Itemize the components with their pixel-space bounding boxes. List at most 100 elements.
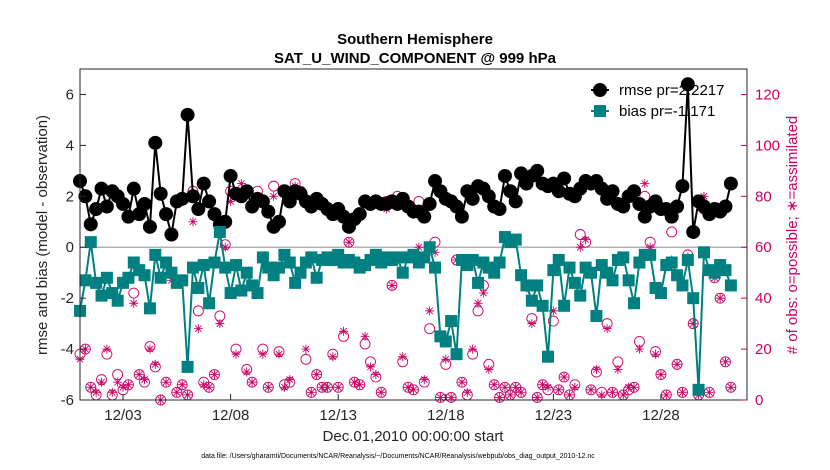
x-axis-label: Dec.01,2010 00:00:00 start bbox=[323, 428, 505, 445]
obs-possible-marker bbox=[558, 371, 570, 383]
obs-assimilated-marker bbox=[355, 380, 365, 390]
obs-possible-marker bbox=[311, 369, 323, 380]
rmse-marker bbox=[686, 224, 701, 239]
obs-possible-marker bbox=[677, 386, 688, 398]
obs-assimilated-marker bbox=[543, 382, 553, 392]
rmse-marker bbox=[530, 163, 545, 178]
obs-assimilated-marker bbox=[564, 390, 574, 400]
obs-assimilated-marker bbox=[91, 387, 101, 397]
bias-marker bbox=[429, 261, 442, 274]
y2-tick-label: 80 bbox=[755, 188, 772, 205]
obs-assimilated-marker bbox=[575, 242, 585, 252]
obs-assimilated-marker bbox=[161, 377, 171, 387]
bias-marker bbox=[273, 261, 286, 274]
rmse-marker bbox=[492, 202, 507, 217]
obs-possible-marker bbox=[585, 384, 597, 396]
obs-assimilated-marker bbox=[608, 387, 618, 397]
obs-assimilated-marker bbox=[586, 385, 596, 395]
obs-assimilated-marker bbox=[145, 344, 155, 354]
obs-assimilated-marker bbox=[484, 364, 494, 374]
obs-assimilated-marker bbox=[274, 349, 284, 359]
bias-marker bbox=[84, 236, 97, 249]
rmse-marker bbox=[723, 176, 738, 191]
bias-marker bbox=[186, 261, 199, 274]
rmse-marker bbox=[422, 196, 437, 211]
bias-marker bbox=[154, 271, 167, 284]
obs-assimilated-marker bbox=[134, 370, 144, 380]
obs-assimilated-marker bbox=[102, 344, 112, 354]
plot-area bbox=[73, 77, 747, 406]
obs-assimilated-marker bbox=[688, 319, 698, 329]
bias-marker bbox=[450, 348, 463, 361]
rmse-marker bbox=[99, 199, 114, 214]
bias-marker bbox=[606, 274, 619, 287]
x-tick-label: 12/28 bbox=[642, 407, 680, 424]
bias-marker bbox=[310, 271, 323, 284]
obs-assimilated-marker bbox=[279, 382, 289, 392]
obs-possible-marker bbox=[494, 392, 506, 403]
obs-possible-marker bbox=[499, 381, 511, 393]
rmse-marker bbox=[352, 207, 367, 222]
obs-possible-marker bbox=[655, 369, 667, 380]
legend-bias-marker bbox=[594, 105, 606, 117]
bias-marker bbox=[256, 251, 269, 264]
obs-possible-marker bbox=[574, 229, 586, 240]
rmse-marker bbox=[159, 207, 174, 222]
rmse-marker bbox=[142, 219, 157, 234]
bias-marker bbox=[283, 256, 296, 269]
obs-possible-marker bbox=[133, 369, 145, 380]
bias-marker bbox=[541, 350, 554, 363]
obs-possible-marker bbox=[720, 356, 731, 368]
rmse-marker bbox=[680, 77, 695, 92]
obs-assimilated-marker bbox=[570, 382, 580, 392]
obs-assimilated-marker bbox=[538, 380, 548, 390]
obs-assimilated-marker bbox=[720, 357, 730, 367]
rmse-marker bbox=[153, 186, 168, 201]
bias-marker bbox=[240, 266, 253, 279]
obs-assimilated-marker bbox=[511, 382, 521, 392]
obs-assimilated-marker bbox=[306, 387, 316, 397]
bias-marker bbox=[697, 246, 710, 259]
obs-assimilated-marker bbox=[419, 375, 429, 385]
x-tick-label: 12/03 bbox=[104, 407, 142, 424]
legend-rmse-marker bbox=[593, 83, 607, 97]
y-tick-label: 0 bbox=[66, 239, 74, 256]
obs-assimilated-marker bbox=[548, 306, 558, 316]
bias-marker bbox=[585, 266, 598, 279]
rmse-marker bbox=[605, 184, 620, 199]
rmse-marker bbox=[272, 214, 287, 229]
bias-marker bbox=[235, 284, 248, 297]
obs-possible-marker bbox=[424, 323, 436, 335]
obs-possible-marker bbox=[515, 386, 527, 398]
y2-tick-label: 120 bbox=[755, 86, 780, 103]
chart-title: Southern Hemisphere bbox=[337, 31, 493, 48]
obs-assimilated-marker bbox=[581, 235, 591, 245]
bias-marker bbox=[515, 269, 528, 282]
obs-assimilated-marker bbox=[236, 179, 246, 189]
obs-assimilated-marker bbox=[344, 237, 354, 247]
obs-assimilated-marker bbox=[193, 324, 203, 334]
obs-possible-marker bbox=[607, 386, 618, 398]
obs-assimilated-marker bbox=[640, 179, 650, 189]
obs-possible-marker bbox=[268, 180, 280, 192]
obs-possible-marker bbox=[332, 381, 344, 393]
obs-assimilated-marker bbox=[457, 377, 467, 387]
obs-assimilated-marker bbox=[478, 288, 488, 298]
obs-possible-marker bbox=[456, 376, 468, 388]
bias-marker bbox=[181, 360, 194, 373]
y2-tick-label: 20 bbox=[755, 341, 772, 358]
bias-marker bbox=[391, 251, 404, 264]
bias-marker bbox=[644, 248, 657, 261]
obs-assimilated-marker bbox=[113, 377, 123, 387]
bias-marker bbox=[488, 266, 501, 279]
bias-marker bbox=[251, 287, 264, 300]
bias-marker bbox=[687, 292, 700, 305]
bias-marker bbox=[197, 259, 210, 272]
rmse-marker bbox=[670, 199, 685, 214]
bias-marker bbox=[563, 261, 576, 274]
bias-marker bbox=[622, 274, 635, 287]
bias-marker bbox=[90, 276, 103, 289]
bias-marker bbox=[671, 269, 684, 282]
